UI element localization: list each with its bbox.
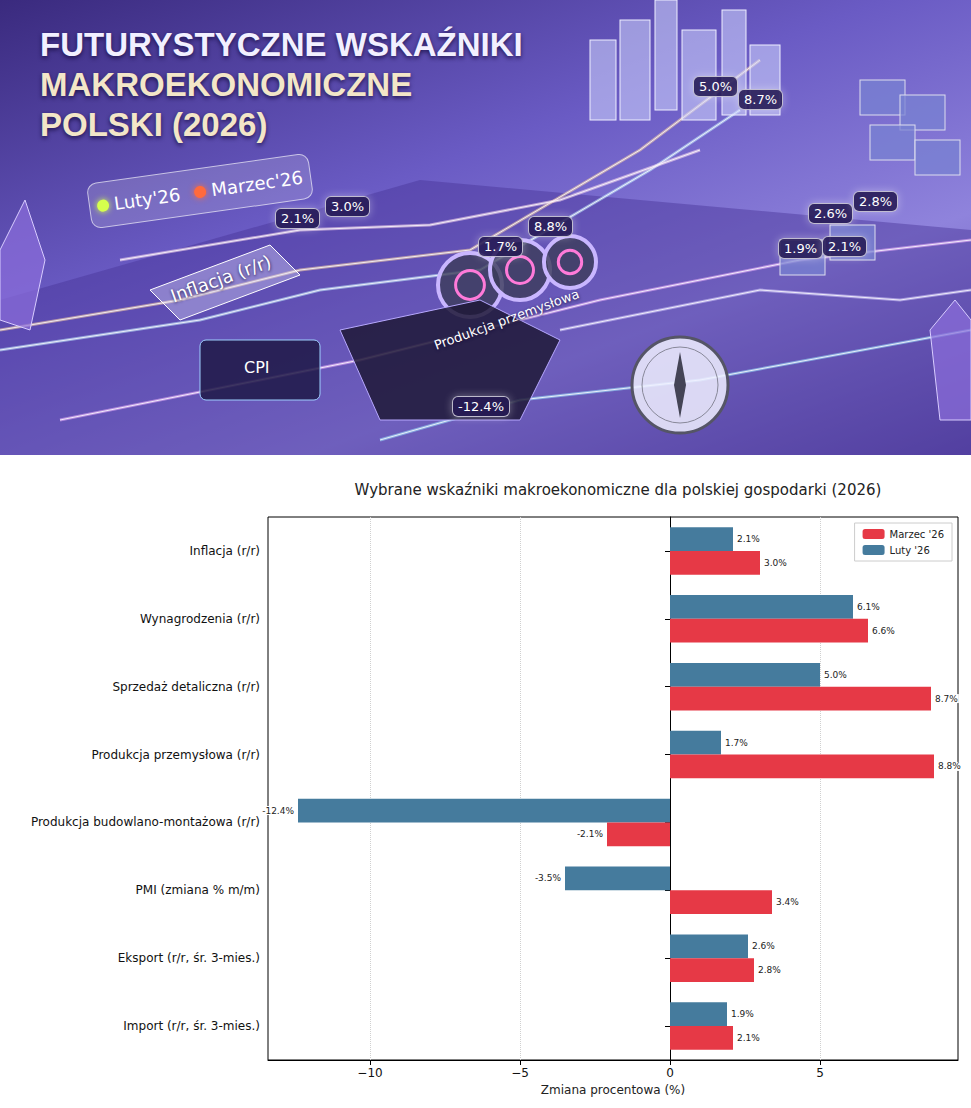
html-text:2.6%: 2.6% [814,206,847,221]
svg-text:Zmiana procentowa (%): Zmiana procentowa (%) [541,1083,685,1097]
svg-text:-2.1%: -2.1% [577,829,604,839]
html-text:FUTURYSTYCZNE WSKAŹNIKI: FUTURYSTYCZNE WSKAŹNIKI [40,26,523,63]
svg-text:Marzec '26: Marzec '26 [890,529,944,540]
svg-text:5: 5 [816,1066,824,1080]
svg-text:2.1%: 2.1% [737,534,760,544]
html-text:-12.4%: -12.4% [458,399,504,414]
html-text:POLSKI (2026): POLSKI (2026) [40,106,268,143]
svg-text:0: 0 [666,1066,674,1080]
html-text:5.0%: 5.0% [699,79,732,94]
svg-text:Sprzedaż detaliczna (r/r): Sprzedaż detaliczna (r/r) [112,680,260,694]
svg-text:8.7%: 8.7% [935,694,958,704]
svg-text:Eksport (r/r, śr. 3-mies.): Eksport (r/r, śr. 3-mies.) [118,951,260,965]
html-text:2.8%: 2.8% [859,194,892,209]
svg-text:Produkcja budowlano-montażowa: Produkcja budowlano-montażowa (r/r) [31,815,260,829]
html-text:8.8%: 8.8% [534,219,567,234]
html-text:Produkcja przemysłowa: Produkcja przemysłowa [432,286,582,353]
html-text:2.1%: 2.1% [281,211,314,226]
html-text:Inflacja (r/r): Inflacja (r/r) [167,250,275,307]
svg-text:1.7%: 1.7% [725,738,748,748]
html-text:MAKROEKONOMICZNE: MAKROEKONOMICZNE [40,66,413,103]
html-text:Luty'26: Luty'26 [112,183,182,214]
html-text:1.9%: 1.9% [784,241,817,256]
svg-text:Wybrane wskaźniki makroekonomi: Wybrane wskaźniki makroekonomiczne dla p… [355,481,882,499]
svg-text:2.1%: 2.1% [737,1033,760,1043]
svg-text:Inflacja (r/r): Inflacja (r/r) [190,544,260,558]
svg-text:5.0%: 5.0% [824,670,847,680]
html-text:CPI: CPI [244,358,270,377]
svg-text:Wynagrodzenia (r/r): Wynagrodzenia (r/r) [140,612,260,626]
svg-text:3.4%: 3.4% [776,897,799,907]
html-text:3.0%: 3.0% [331,199,364,214]
svg-text:−5: −5 [511,1066,529,1080]
svg-text:−10: −10 [357,1066,382,1080]
html-text:1.7%: 1.7% [484,239,517,254]
svg-text:1.9%: 1.9% [731,1009,754,1019]
svg-text:2.8%: 2.8% [758,965,781,975]
svg-text:8.8%: 8.8% [938,761,961,771]
svg-text:Luty '26: Luty '26 [890,545,930,556]
svg-text:Produkcja przemysłowa (r/r): Produkcja przemysłowa (r/r) [91,748,260,762]
html-text:2.1%: 2.1% [828,239,861,254]
svg-text:6.6%: 6.6% [872,626,895,636]
svg-text:3.0%: 3.0% [764,558,787,568]
svg-text:2.6%: 2.6% [752,941,775,951]
svg-text:6.1%: 6.1% [857,602,880,612]
svg-text:-12.4%: -12.4% [262,806,294,816]
html-text:Marzec'26: Marzec'26 [209,166,305,200]
svg-text:-3.5%: -3.5% [535,873,562,883]
svg-text:PMI (zmiana % m/m): PMI (zmiana % m/m) [136,883,260,897]
html-text:8.7%: 8.7% [744,92,777,107]
svg-text:Import (r/r, śr. 3-mies.): Import (r/r, śr. 3-mies.) [123,1019,260,1033]
